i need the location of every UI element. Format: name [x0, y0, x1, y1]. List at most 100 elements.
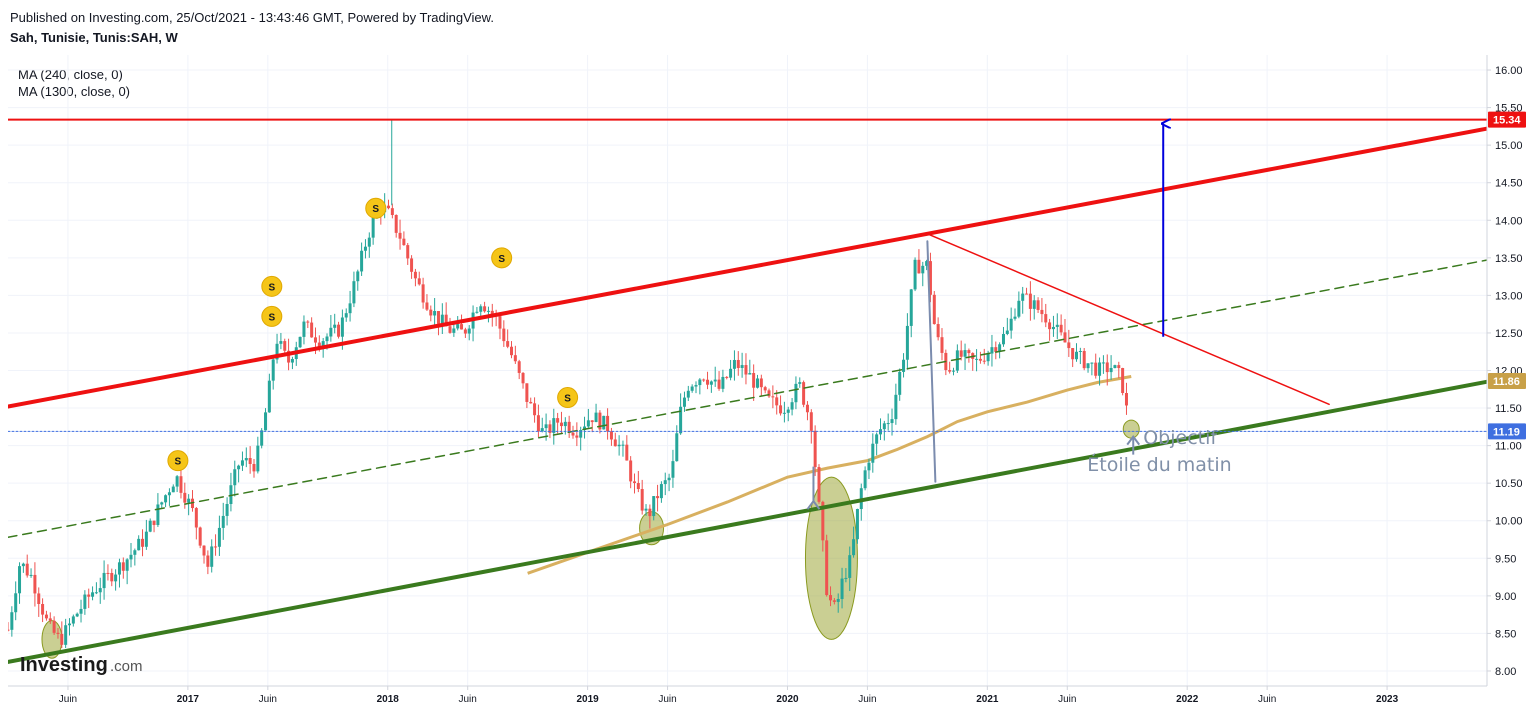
candle-body [921, 265, 925, 274]
candle-body [14, 593, 18, 613]
candle-body [148, 520, 152, 532]
candle-body [606, 415, 610, 432]
candle-body [575, 435, 579, 438]
candle-body [206, 555, 210, 567]
y-tick-label: 10.50 [1495, 478, 1523, 490]
candle-body [536, 415, 540, 432]
candle-body [237, 465, 241, 470]
ma-line [527, 375, 1132, 575]
candle-body [690, 386, 694, 391]
candle-body [752, 373, 756, 388]
candle-body [475, 311, 479, 313]
candle-body [513, 355, 517, 362]
candle-body [133, 550, 137, 555]
annotation-text: Objectif [1143, 427, 1218, 449]
candle-body [417, 278, 421, 285]
candle-body [313, 337, 317, 343]
candle-body [636, 483, 640, 490]
x-tick-label: Juin [1058, 694, 1076, 705]
candle-body [390, 208, 394, 216]
candle-body [1028, 293, 1032, 309]
candle-body [41, 604, 45, 615]
candle-body [586, 420, 590, 427]
candle-body [452, 328, 456, 333]
candle-body [736, 359, 740, 368]
s-marker-label: S [372, 204, 379, 215]
candle-body [928, 261, 932, 295]
candle-body [1001, 333, 1005, 345]
x-tick-label: Juin [658, 694, 676, 705]
price-badges: 15.34 11.86 11.19 [1488, 111, 1526, 440]
candle-body [698, 379, 702, 386]
candle-body [114, 574, 118, 582]
candle-body [340, 317, 344, 337]
plot-area: S S S S S S [8, 118, 1487, 664]
s-marker-circle [261, 275, 283, 297]
candle-body [713, 379, 717, 382]
candle-body [125, 559, 129, 571]
s-marker-label: S [268, 282, 275, 293]
candle-body [256, 445, 260, 472]
candle-body [963, 350, 967, 357]
candle-body [498, 316, 502, 329]
candle-body [1121, 368, 1125, 393]
candle-body [748, 373, 752, 375]
y-tick-label: 9.50 [1495, 553, 1516, 565]
candle-body [214, 546, 218, 548]
candle-body [852, 539, 856, 556]
candle-body [629, 460, 633, 482]
candle-body [571, 432, 575, 436]
candle-body [779, 405, 783, 414]
candle-body [886, 423, 890, 425]
candle-body [652, 496, 656, 517]
candle-body [83, 594, 87, 609]
highlight-ellipses [41, 419, 1140, 659]
candle-body [882, 423, 886, 430]
candle-body [402, 238, 406, 246]
candle-body [909, 289, 913, 326]
candle-body [160, 502, 164, 505]
y-tick-label: 13.50 [1495, 253, 1523, 265]
candle-body [325, 336, 329, 342]
candle-body [798, 382, 802, 384]
candle-body [759, 378, 763, 388]
candle-body [609, 431, 613, 440]
candle-body [1051, 326, 1055, 330]
y-tick-label: 13.00 [1495, 290, 1523, 302]
candle-body [1021, 293, 1025, 301]
candle-body [579, 429, 583, 438]
candle-body [790, 402, 794, 410]
candle-body [436, 311, 440, 324]
candle-body [1017, 300, 1021, 317]
candle-body [940, 337, 944, 353]
candle-body [490, 310, 494, 315]
candle-body [175, 476, 179, 487]
candle-body [855, 509, 859, 540]
candle-body [248, 458, 252, 464]
candle-body [925, 261, 929, 266]
candle-body [79, 608, 83, 614]
candle-body [840, 578, 844, 600]
candle-body [240, 460, 244, 466]
symbol-title[interactable]: Sah, Tunisie, Tunis:SAH, W [10, 30, 178, 45]
indicator-ma240[interactable]: MA (240, close, 0) [18, 67, 123, 82]
candle-body [602, 415, 606, 430]
candle-body [955, 350, 959, 371]
y-tick-label: 14.00 [1495, 215, 1523, 227]
candle-body [548, 424, 552, 433]
candle-body [310, 322, 314, 338]
candle-body [429, 309, 433, 316]
candle-body [936, 324, 940, 338]
candle-body [302, 321, 306, 337]
candle-body [533, 403, 537, 416]
candle-body [640, 489, 644, 511]
candle-body [667, 477, 671, 481]
indicator-ma1300[interactable]: MA (1300, close, 0) [18, 84, 130, 99]
candle-body [1055, 324, 1059, 327]
candle-body [91, 592, 95, 597]
candle-body [1086, 363, 1090, 369]
y-tick-label: 11.50 [1495, 403, 1522, 415]
candle-body [621, 444, 625, 446]
candle-body [729, 368, 733, 378]
